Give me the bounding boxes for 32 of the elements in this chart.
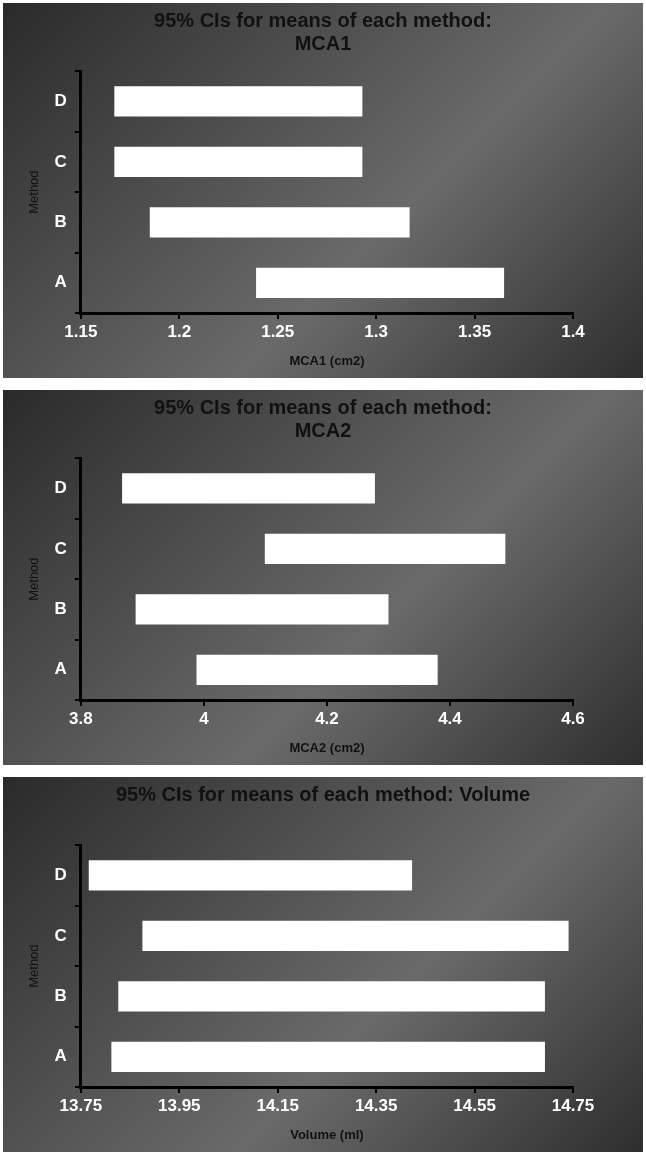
x-tick-label: 13.75: [59, 1095, 103, 1115]
x-tick-label: 14.35: [354, 1095, 398, 1115]
y-tick-label: C: [54, 151, 67, 171]
y-tick-label: B: [54, 599, 67, 619]
x-axis-title: MCA1 (cm2): [289, 352, 365, 368]
x-tick-label: 1.2: [167, 321, 192, 341]
x-tick-label: 4: [199, 708, 210, 728]
x-tick-label: 1.25: [261, 321, 295, 341]
x-tick-label: 4.4: [438, 708, 463, 728]
x-tick-label: 1.4: [561, 321, 586, 341]
y-tick-label: A: [54, 272, 67, 292]
x-tick-label: 13.95: [158, 1095, 201, 1115]
y-tick-label: D: [54, 478, 67, 498]
x-tick-label: 1.35: [458, 321, 492, 341]
y-tick-label: B: [54, 986, 67, 1006]
y-tick-label: A: [54, 1046, 67, 1066]
x-tick-label: 14.55: [453, 1095, 496, 1115]
y-tick-label: D: [54, 91, 67, 111]
y-tick-label: D: [54, 865, 67, 885]
x-tick-label: 14.75: [551, 1095, 595, 1115]
y-tick-label: B: [54, 212, 67, 232]
x-tick-label: 1.3: [364, 321, 388, 341]
x-tick-label: 3.8: [69, 708, 93, 728]
y-tick-label: C: [54, 538, 67, 558]
y-tick-label: A: [54, 659, 67, 679]
x-tick-label: 1.15: [64, 321, 98, 341]
x-tick-label: 4.2: [315, 708, 339, 728]
x-axis-title: Volume (ml): [290, 1126, 364, 1142]
x-axis-title: MCA2 (cm2): [289, 739, 365, 755]
x-tick-label: 4.6: [561, 708, 585, 728]
x-tick-label: 14.15: [256, 1095, 299, 1115]
y-tick-label: C: [54, 925, 67, 945]
